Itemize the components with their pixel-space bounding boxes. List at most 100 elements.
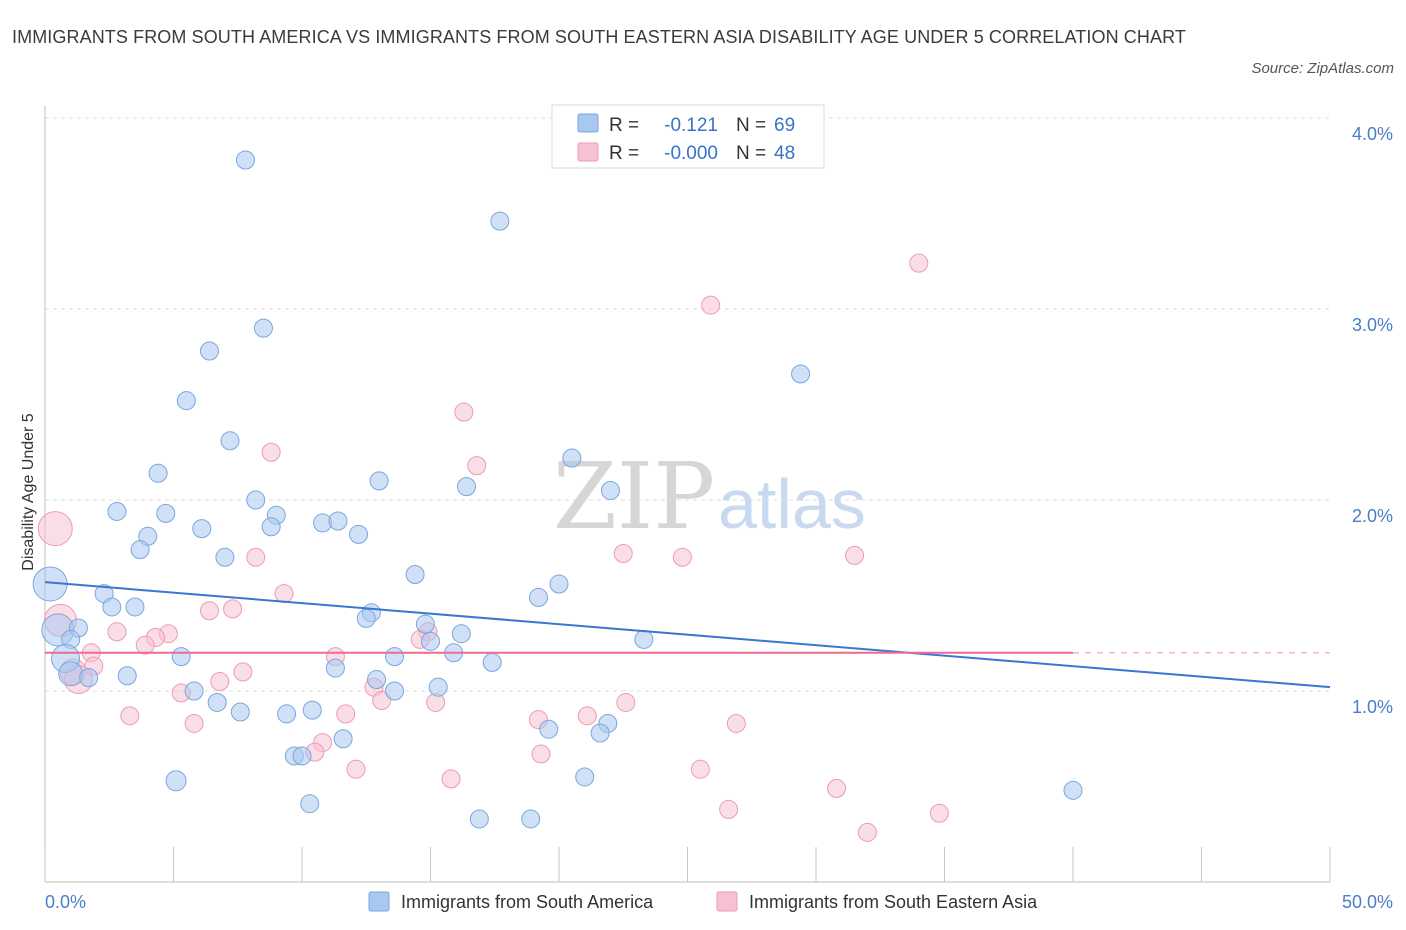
series-legend: Immigrants from South America Immigrants… [368,891,1038,912]
point-south-america-48 [117,666,137,686]
point-south-america-60 [333,729,353,749]
stats-n-label-1: N = [736,115,766,136]
stats-n-label-2: N = [736,143,766,164]
point-south-america-63 [575,767,595,787]
stats-r-label-2: R = [609,143,639,164]
point-south-america-20 [349,524,369,544]
point-south-america-67 [469,809,489,829]
legend-label-south-america: Immigrants from South America [401,892,654,912]
point-south-america-66 [300,794,320,814]
point-south-eastern-asia-12 [223,599,243,619]
point-south-eastern-asia-2 [454,402,474,422]
point-south-america-45 [325,658,345,678]
point-south-america-39 [634,629,654,649]
stats-r-label-1: R = [609,115,639,136]
point-south-eastern-asia-43 [441,769,461,789]
point-south-eastern-asia-33 [336,704,356,724]
x-tick-label-0: 0.0% [45,892,86,912]
point-south-eastern-asia-6 [613,543,633,563]
y-tick-label-0: 1.0% [1352,697,1393,717]
point-south-america-5 [176,391,196,411]
point-south-america-23 [215,547,235,567]
point-south-america-42 [385,647,405,667]
point-south-america-64 [165,770,187,792]
point-south-eastern-asia-1 [701,295,721,315]
x-tick-labels: 0.0% 50.0% [45,892,1393,912]
point-south-america-35 [415,614,435,634]
y-tick-label-1: 2.0% [1352,506,1393,526]
point-south-america-2 [253,318,273,338]
point-south-america-38 [421,631,440,651]
point-south-eastern-asia-4 [467,456,487,476]
point-south-eastern-asia-42 [690,759,710,779]
point-south-america-47 [79,668,99,688]
point-south-america-18 [192,519,212,539]
trend-lines [44,581,1331,689]
point-south-eastern-asia-41 [346,759,366,779]
chart-title: IMMIGRANTS FROM SOUTH AMERICA VS IMMIGRA… [12,27,1186,47]
point-south-america-32 [356,608,376,628]
point-south-america-4 [791,364,811,384]
point-south-america-8 [148,463,168,483]
point-south-america-17 [328,511,348,531]
stats-legend-swatch-blue [577,113,599,133]
point-south-america-6 [220,431,240,451]
trend-line-south-america [44,581,1331,689]
point-south-america-56 [277,704,297,724]
point-south-america-53 [207,692,227,712]
point-south-america-54 [230,702,250,722]
point-south-eastern-asia-45 [719,799,739,819]
series-points-south-eastern-asia [37,253,949,842]
point-south-america-10 [456,477,476,497]
point-south-eastern-asia-5 [37,511,73,547]
point-south-eastern-asia-0 [909,253,929,273]
watermark-atlas: atlas [718,465,866,543]
point-south-america-3 [199,341,219,361]
point-south-america-29 [102,597,122,617]
point-south-america-55 [302,700,322,720]
point-south-america-24 [405,564,425,584]
axes [44,106,1331,883]
point-south-america-50 [428,677,448,697]
point-south-eastern-asia-7 [672,547,692,567]
point-south-eastern-asia-47 [857,822,877,842]
point-south-eastern-asia-36 [184,713,204,733]
point-south-america-1 [490,211,510,231]
point-south-eastern-asia-24 [233,662,253,682]
y-tick-labels: 1.0% 2.0% 3.0% 4.0% [1352,124,1393,717]
point-south-america-41 [171,647,191,667]
point-south-america-51 [184,681,204,701]
watermark: ZIP atlas [553,443,866,550]
point-south-eastern-asia-9 [246,547,266,567]
point-south-america-12 [246,490,266,510]
point-south-eastern-asia-34 [577,706,597,726]
source-label: Source: ZipAtlas.com [1251,60,1394,77]
point-south-eastern-asia-11 [199,601,219,621]
x-tick-label-1: 50.0% [1342,892,1393,912]
y-tick-label-3: 4.0% [1352,124,1393,144]
point-south-america-30 [125,597,145,617]
point-south-eastern-asia-3 [261,442,281,462]
point-south-eastern-asia-8 [845,545,865,565]
point-south-america-58 [539,719,559,739]
point-south-eastern-asia-14 [107,622,127,642]
point-south-america-13 [107,501,127,521]
point-south-america-28 [528,587,548,607]
point-south-america-14 [156,503,176,523]
point-south-eastern-asia-44 [827,778,847,798]
point-south-america-46 [58,661,84,687]
point-south-eastern-asia-31 [616,692,636,712]
point-south-america-11 [600,480,620,500]
point-south-america-68 [521,809,541,829]
legend-swatch-south-america [368,891,390,912]
stats-n-value-2: 48 [774,143,795,164]
point-south-eastern-asia-46 [929,803,949,823]
point-south-america-44 [482,652,502,672]
y-axis-label: Disability Age Under 5 [20,413,37,571]
point-south-america-26 [549,574,569,594]
point-south-eastern-asia-10 [274,584,294,604]
point-south-eastern-asia-26 [210,671,230,691]
stats-r-value-1: -0.121 [664,115,718,136]
point-south-america-7 [562,448,582,468]
